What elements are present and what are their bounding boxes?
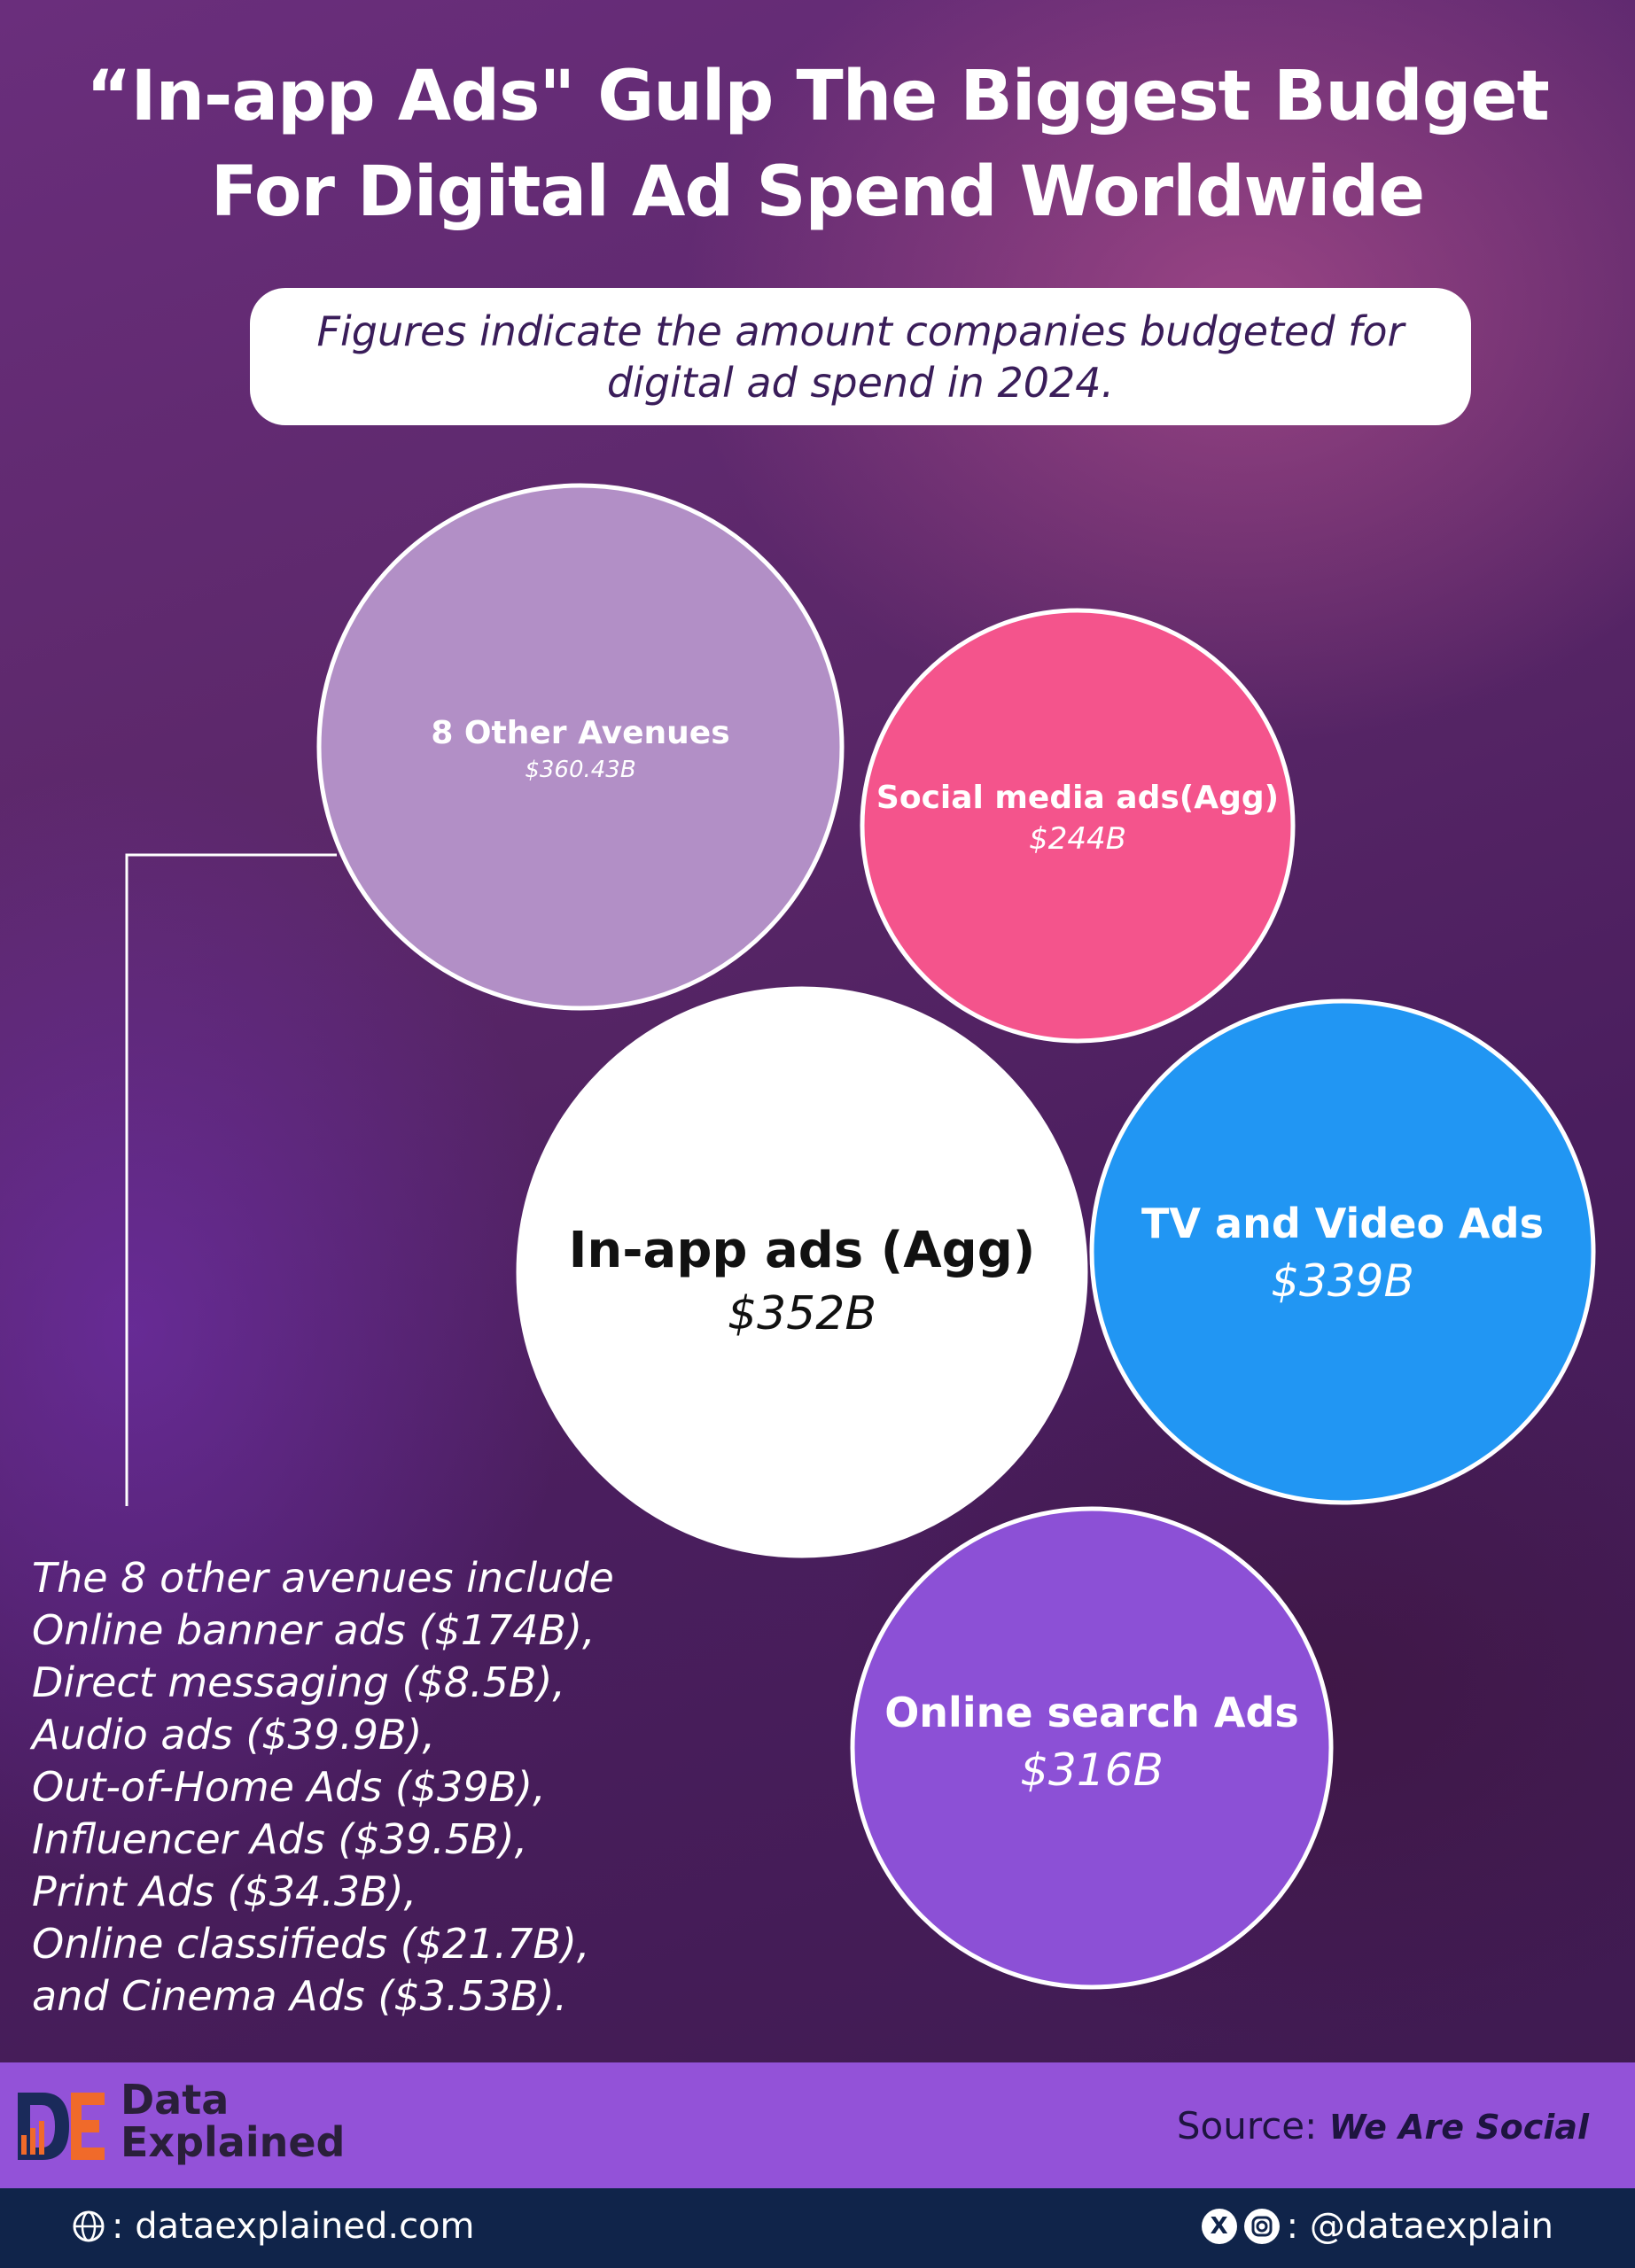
brand-name: Data Explained — [121, 2078, 345, 2163]
note-line: Print Ads ($34.3B), — [32, 1868, 417, 1915]
other-avenues-connector — [125, 853, 337, 1506]
bottom-bar — [0, 2188, 1635, 2268]
website-link[interactable]: : dataexplained.com — [71, 2195, 475, 2257]
brand-line-1: Data — [121, 2076, 230, 2124]
bubble-label: TV and Video Ads — [1141, 1200, 1544, 1247]
bubble-online-search-ads: Online search Ads $316B — [850, 1506, 1334, 1990]
bubble-value-label: $244B — [1029, 821, 1126, 857]
bubble-circle — [860, 608, 1296, 1044]
note-line: Influencer Ads ($39.5B), — [32, 1815, 528, 1863]
source-name: We Are Social — [1328, 2108, 1589, 2147]
bubble-value-label: $352B — [728, 1287, 876, 1340]
bubble-tv-and-video-ads: TV and Video Ads $339B — [1089, 998, 1596, 1505]
subtitle-box: Figures indicate the amount companies bu… — [250, 288, 1471, 425]
bubble-value-label: $316B — [1020, 1744, 1164, 1796]
source-credit: Source: We Are Social — [1177, 2101, 1589, 2152]
subtitle: Figures indicate the amount companies bu… — [317, 306, 1405, 408]
bubble-label: Online search Ads — [884, 1689, 1299, 1736]
title-line-2: For Digital Ad Spend Worldwide — [210, 152, 1425, 232]
handle-text: : @dataexplain — [1286, 2206, 1553, 2247]
website-text: : dataexplained.com — [112, 2206, 475, 2247]
bubble-value-label: $339B — [1271, 1255, 1414, 1307]
note-line: Out-of-Home Ads ($39B), — [32, 1763, 546, 1811]
title-line-1: “In-app Ads" Gulp The Biggest Budget — [86, 57, 1550, 136]
page-title: “In-app Ads" Gulp The Biggest Budget For… — [0, 49, 1635, 240]
note-line: Audio ads ($39.9B), — [32, 1711, 436, 1759]
subtitle-line-2: digital ad spend in 2024. — [606, 358, 1115, 407]
note-line: The 8 other avenues include — [32, 1554, 614, 1602]
note-line: and Cinema Ads ($3.53B). — [32, 1972, 568, 2020]
source-label: Source: — [1176, 2104, 1318, 2148]
bubble-label: 8 Other Avenues — [431, 715, 729, 751]
note-line: Direct messaging ($8.5B), — [32, 1658, 566, 1706]
x-logo-icon[interactable]: X — [1201, 2209, 1237, 2244]
data-explained-logo — [18, 2093, 105, 2160]
brand-line-2: Explained — [121, 2118, 346, 2166]
bubble-in-app-ads-agg: In-app ads (Agg) $352B — [516, 986, 1088, 1558]
social-handle[interactable]: X : @dataexplain — [1201, 2195, 1553, 2257]
bubble-label: Social media ads(Agg) — [876, 780, 1279, 816]
bubble-8-other-avenues: 8 Other Avenues $360.43B — [316, 483, 845, 1011]
bubble-social-media-ads-agg: Social media ads(Agg) $244B — [860, 608, 1296, 1044]
bubble-value-label: $360.43B — [525, 757, 635, 783]
instagram-icon[interactable] — [1243, 2209, 1280, 2244]
bubble-circle — [316, 483, 845, 1011]
footer-band — [0, 2062, 1635, 2188]
bubble-label: In-app ads (Agg) — [569, 1222, 1036, 1279]
note-line: Online banner ads ($174B), — [32, 1606, 596, 1654]
globe-icon — [73, 2210, 105, 2242]
bubble-circle — [516, 986, 1088, 1558]
bubble-circle — [850, 1506, 1334, 1990]
subtitle-line-1: Figures indicate the amount companies bu… — [316, 307, 1405, 355]
bubble-circle — [1089, 998, 1596, 1505]
note-line: Online classifieds ($21.7B), — [32, 1920, 590, 1968]
other-avenues-note: The 8 other avenues include Online banner… — [32, 1552, 829, 2023]
